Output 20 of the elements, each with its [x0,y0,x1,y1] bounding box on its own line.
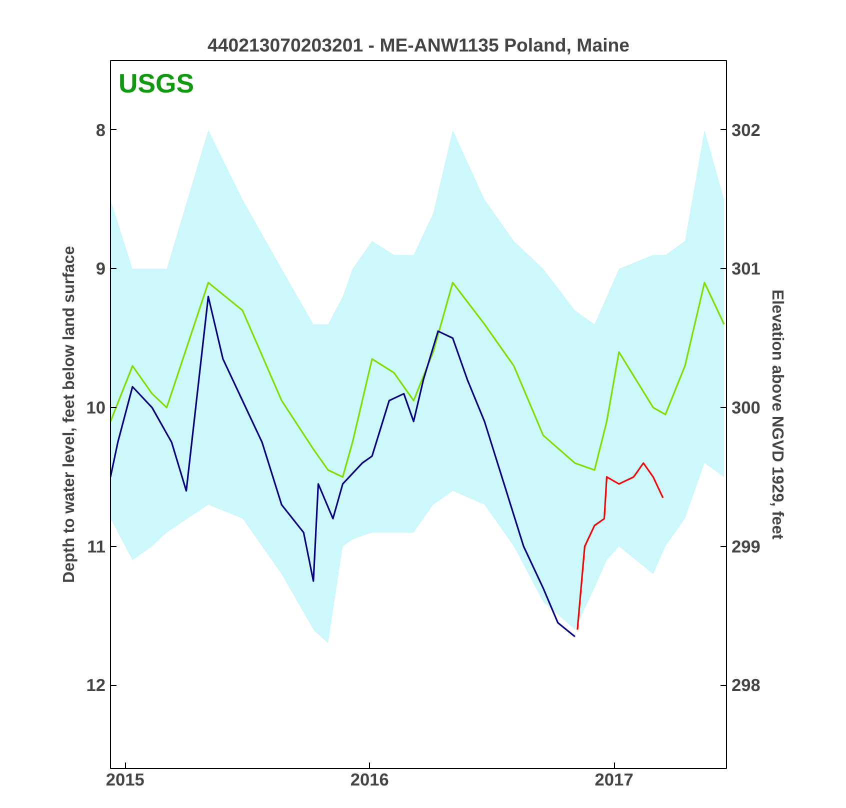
y2-tick-label: 301 [732,258,761,279]
chart-title: 440213070203201 - ME-ANW1135 Poland, Maine [207,34,630,56]
line-series [110,296,576,638]
y2-tick-label: 298 [732,675,761,696]
y-tick-label: 10 [86,398,106,418]
y2-tick-label: 300 [732,398,760,418]
x-tick-label: 2015 [106,770,145,790]
y-tick-label: 11 [87,536,106,556]
y-tick-label: 12 [86,675,106,696]
y-tick-label: 9 [96,258,106,279]
line-series [576,462,664,630]
y-axis-title: Depth to water level, feet below land surface [61,246,78,583]
y2-tick-label: 299 [732,536,760,556]
line-series [110,282,725,478]
y2-tick-label: 302 [732,120,760,140]
x-tick-label: 2017 [594,770,634,790]
y2-axis-title: Elevation above NGVD 1929, feet [768,290,786,540]
annotation: USGS [118,68,194,98]
y-tick-label: 8 [96,120,106,140]
x-tick-label: 2016 [350,770,390,790]
